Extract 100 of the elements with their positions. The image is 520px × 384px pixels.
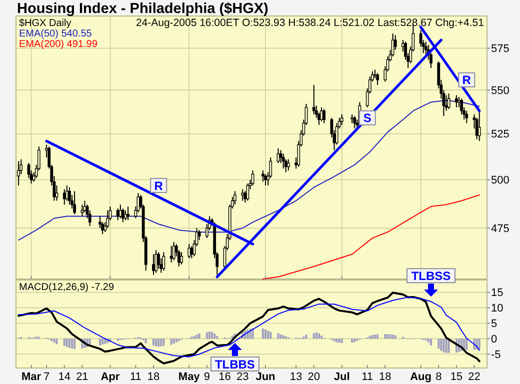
bar bbox=[152, 338, 154, 346]
bar bbox=[430, 338, 432, 346]
y-tick-label: 575 bbox=[491, 43, 510, 56]
candlestick bbox=[152, 254, 155, 276]
x-tick-label: 23 bbox=[236, 371, 249, 383]
x-tick-label: 11 bbox=[362, 371, 374, 383]
candlestick bbox=[340, 114, 344, 126]
bar bbox=[305, 334, 308, 339]
candlestick bbox=[154, 250, 158, 274]
bar bbox=[315, 332, 318, 339]
bar bbox=[172, 338, 175, 344]
candlestick bbox=[180, 252, 183, 265]
candlestick bbox=[80, 204, 84, 217]
bar bbox=[208, 332, 211, 339]
candlestick bbox=[262, 170, 264, 182]
line-series bbox=[262, 194, 480, 280]
bar bbox=[270, 332, 272, 339]
bar bbox=[427, 338, 430, 342]
bar bbox=[178, 338, 180, 342]
bar bbox=[144, 338, 147, 344]
bar bbox=[162, 338, 165, 346]
x-tick-label: May bbox=[178, 371, 201, 383]
candlestick bbox=[126, 206, 130, 221]
bar bbox=[386, 334, 389, 339]
x-tick-label: 18 bbox=[147, 371, 160, 383]
candlestick bbox=[162, 252, 166, 272]
x-tick-label: Mar bbox=[21, 371, 42, 383]
annotation: S bbox=[363, 111, 372, 126]
bar bbox=[102, 338, 104, 345]
bar bbox=[70, 338, 74, 349]
candlestick bbox=[282, 153, 285, 170]
bar bbox=[158, 338, 160, 347]
annotation: $HGX Daily bbox=[19, 18, 72, 29]
bar bbox=[63, 338, 66, 346]
candlestick bbox=[264, 174, 267, 186]
y-tick-label: 0 bbox=[491, 334, 498, 346]
candlestick bbox=[68, 186, 71, 206]
candlestick bbox=[478, 110, 481, 142]
x-tick-label: 21 bbox=[76, 371, 88, 383]
bar bbox=[374, 334, 376, 339]
bar bbox=[206, 332, 208, 339]
x-tick-label: 8 bbox=[436, 371, 442, 383]
candlestick bbox=[465, 110, 468, 124]
chart-title: Housing Index - Philadelphia ($HGX) bbox=[17, 1, 269, 17]
annotation: R bbox=[462, 73, 472, 88]
bar bbox=[320, 336, 323, 339]
bar bbox=[267, 330, 270, 339]
bar bbox=[351, 338, 354, 343]
y-tick-label: 15 bbox=[491, 287, 504, 300]
bar bbox=[336, 338, 338, 342]
candlestick bbox=[73, 190, 76, 215]
annotation: R bbox=[154, 178, 164, 193]
bar bbox=[170, 338, 172, 345]
bar bbox=[333, 338, 336, 342]
bar bbox=[284, 336, 287, 339]
bar bbox=[354, 338, 356, 342]
x-tick-label: 22 bbox=[468, 371, 480, 383]
candlestick bbox=[157, 252, 160, 270]
candlestick bbox=[121, 208, 124, 223]
candlestick bbox=[83, 200, 86, 213]
bar bbox=[155, 338, 158, 346]
x-tick-label: 20 bbox=[308, 371, 320, 383]
annotation: TLBBS bbox=[214, 357, 255, 372]
candlestick bbox=[172, 242, 176, 261]
y-tick-label: 550 bbox=[491, 84, 510, 97]
candlestick bbox=[424, 41, 428, 56]
bar bbox=[53, 338, 56, 343]
annotation: TLBSS bbox=[411, 268, 451, 283]
bar bbox=[376, 334, 379, 339]
bar bbox=[478, 338, 480, 350]
bar bbox=[99, 338, 102, 346]
candlestick bbox=[241, 188, 244, 202]
y-tick-label: 5 bbox=[491, 318, 498, 330]
bar bbox=[280, 334, 282, 339]
candlestick bbox=[234, 190, 236, 206]
chart-title: MACD(12,26,9) -7.29 bbox=[19, 282, 114, 293]
y-tick-label: 500 bbox=[491, 174, 510, 187]
bar bbox=[211, 332, 214, 339]
y-tick-label: 475 bbox=[491, 222, 510, 235]
x-tick-label: 15 bbox=[450, 371, 463, 383]
bar bbox=[74, 338, 76, 349]
candlestick bbox=[376, 72, 379, 86]
bar bbox=[262, 328, 264, 339]
bar bbox=[466, 338, 468, 350]
bar bbox=[198, 333, 200, 339]
bar bbox=[196, 334, 198, 339]
bar bbox=[442, 338, 445, 352]
candlestick bbox=[353, 116, 356, 129]
bar bbox=[66, 338, 68, 348]
y-tick-label: -5 bbox=[491, 348, 501, 361]
candlestick bbox=[246, 183, 250, 202]
x-tick-label: 9 bbox=[204, 371, 210, 383]
bar bbox=[264, 329, 267, 339]
bar bbox=[160, 338, 162, 346]
x-tick-label: 18 bbox=[379, 371, 392, 383]
text: EMA(50) 540.55 bbox=[19, 28, 92, 40]
candlestick bbox=[447, 92, 450, 110]
x-tick-label: 16 bbox=[218, 371, 231, 383]
bar bbox=[389, 334, 392, 339]
x-tick-label: 14 bbox=[58, 371, 70, 383]
